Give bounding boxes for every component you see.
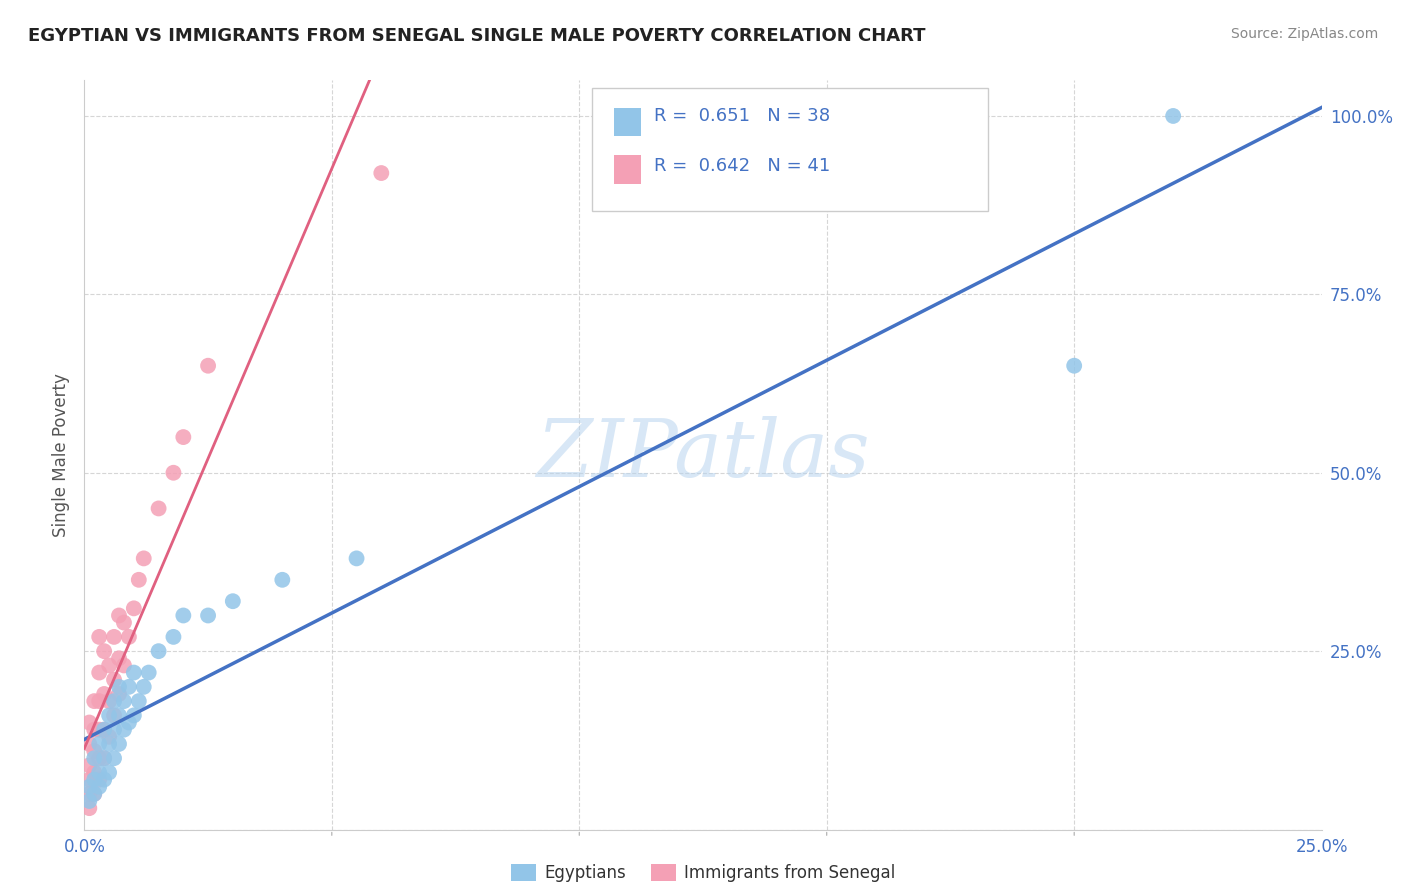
- Point: [89, 630, 111, 644]
- Point: [93, 723, 115, 737]
- FancyBboxPatch shape: [614, 108, 641, 136]
- Point: [103, 694, 125, 708]
- Point: [112, 615, 135, 630]
- Point: [103, 723, 125, 737]
- Text: ZIPatlas: ZIPatlas: [536, 417, 870, 493]
- Point: [89, 694, 111, 708]
- Point: [98, 730, 121, 744]
- Point: [138, 665, 160, 680]
- Point: [148, 644, 170, 658]
- Point: [98, 765, 121, 780]
- Point: [79, 737, 101, 751]
- Point: [79, 801, 101, 815]
- Point: [1161, 109, 1184, 123]
- Point: [172, 430, 194, 444]
- Point: [103, 751, 125, 765]
- Point: [112, 658, 135, 673]
- Point: [93, 644, 115, 658]
- Point: [93, 751, 115, 765]
- Point: [103, 630, 125, 644]
- Point: [98, 708, 121, 723]
- Text: Source: ZipAtlas.com: Source: ZipAtlas.com: [1230, 27, 1378, 41]
- Point: [132, 551, 155, 566]
- Point: [162, 630, 184, 644]
- Point: [103, 673, 125, 687]
- Point: [83, 751, 105, 765]
- Point: [83, 765, 105, 780]
- Y-axis label: Single Male Poverty: Single Male Poverty: [52, 373, 70, 537]
- Point: [108, 608, 131, 623]
- Text: R =  0.651   N = 38: R = 0.651 N = 38: [654, 107, 830, 125]
- Point: [103, 708, 125, 723]
- Text: EGYPTIAN VS IMMIGRANTS FROM SENEGAL SINGLE MALE POVERTY CORRELATION CHART: EGYPTIAN VS IMMIGRANTS FROM SENEGAL SING…: [28, 27, 925, 45]
- Point: [108, 680, 131, 694]
- Point: [93, 751, 115, 765]
- Point: [79, 780, 101, 794]
- Point: [83, 772, 105, 787]
- Point: [112, 723, 135, 737]
- Point: [98, 737, 121, 751]
- Point: [128, 573, 150, 587]
- Point: [93, 772, 115, 787]
- Point: [122, 601, 145, 615]
- Point: [118, 715, 141, 730]
- Point: [89, 723, 111, 737]
- Point: [346, 551, 368, 566]
- Point: [128, 694, 150, 708]
- Point: [83, 744, 105, 758]
- Point: [89, 765, 111, 780]
- Point: [148, 501, 170, 516]
- Point: [118, 680, 141, 694]
- Point: [271, 573, 294, 587]
- Point: [122, 708, 145, 723]
- Point: [1063, 359, 1085, 373]
- Point: [118, 630, 141, 644]
- Point: [162, 466, 184, 480]
- Point: [112, 694, 135, 708]
- Point: [197, 359, 219, 373]
- Point: [89, 751, 111, 765]
- Point: [79, 787, 101, 801]
- Point: [222, 594, 245, 608]
- Point: [122, 665, 145, 680]
- Point: [79, 772, 101, 787]
- Legend: Egyptians, Immigrants from Senegal: Egyptians, Immigrants from Senegal: [503, 857, 903, 888]
- FancyBboxPatch shape: [614, 155, 641, 184]
- Point: [83, 787, 105, 801]
- Point: [89, 780, 111, 794]
- Point: [370, 166, 392, 180]
- Point: [89, 772, 111, 787]
- Point: [79, 794, 101, 808]
- Point: [108, 708, 131, 723]
- Point: [108, 687, 131, 701]
- Point: [83, 723, 105, 737]
- Point: [83, 694, 105, 708]
- Point: [197, 608, 219, 623]
- Point: [98, 658, 121, 673]
- Point: [108, 737, 131, 751]
- Text: R =  0.642   N = 41: R = 0.642 N = 41: [654, 158, 830, 176]
- Point: [93, 723, 115, 737]
- Point: [172, 608, 194, 623]
- Point: [98, 694, 121, 708]
- Point: [89, 737, 111, 751]
- Point: [132, 680, 155, 694]
- Point: [79, 758, 101, 772]
- FancyBboxPatch shape: [592, 87, 987, 211]
- Point: [93, 687, 115, 701]
- Point: [83, 787, 105, 801]
- Point: [89, 665, 111, 680]
- Point: [108, 651, 131, 665]
- Point: [79, 715, 101, 730]
